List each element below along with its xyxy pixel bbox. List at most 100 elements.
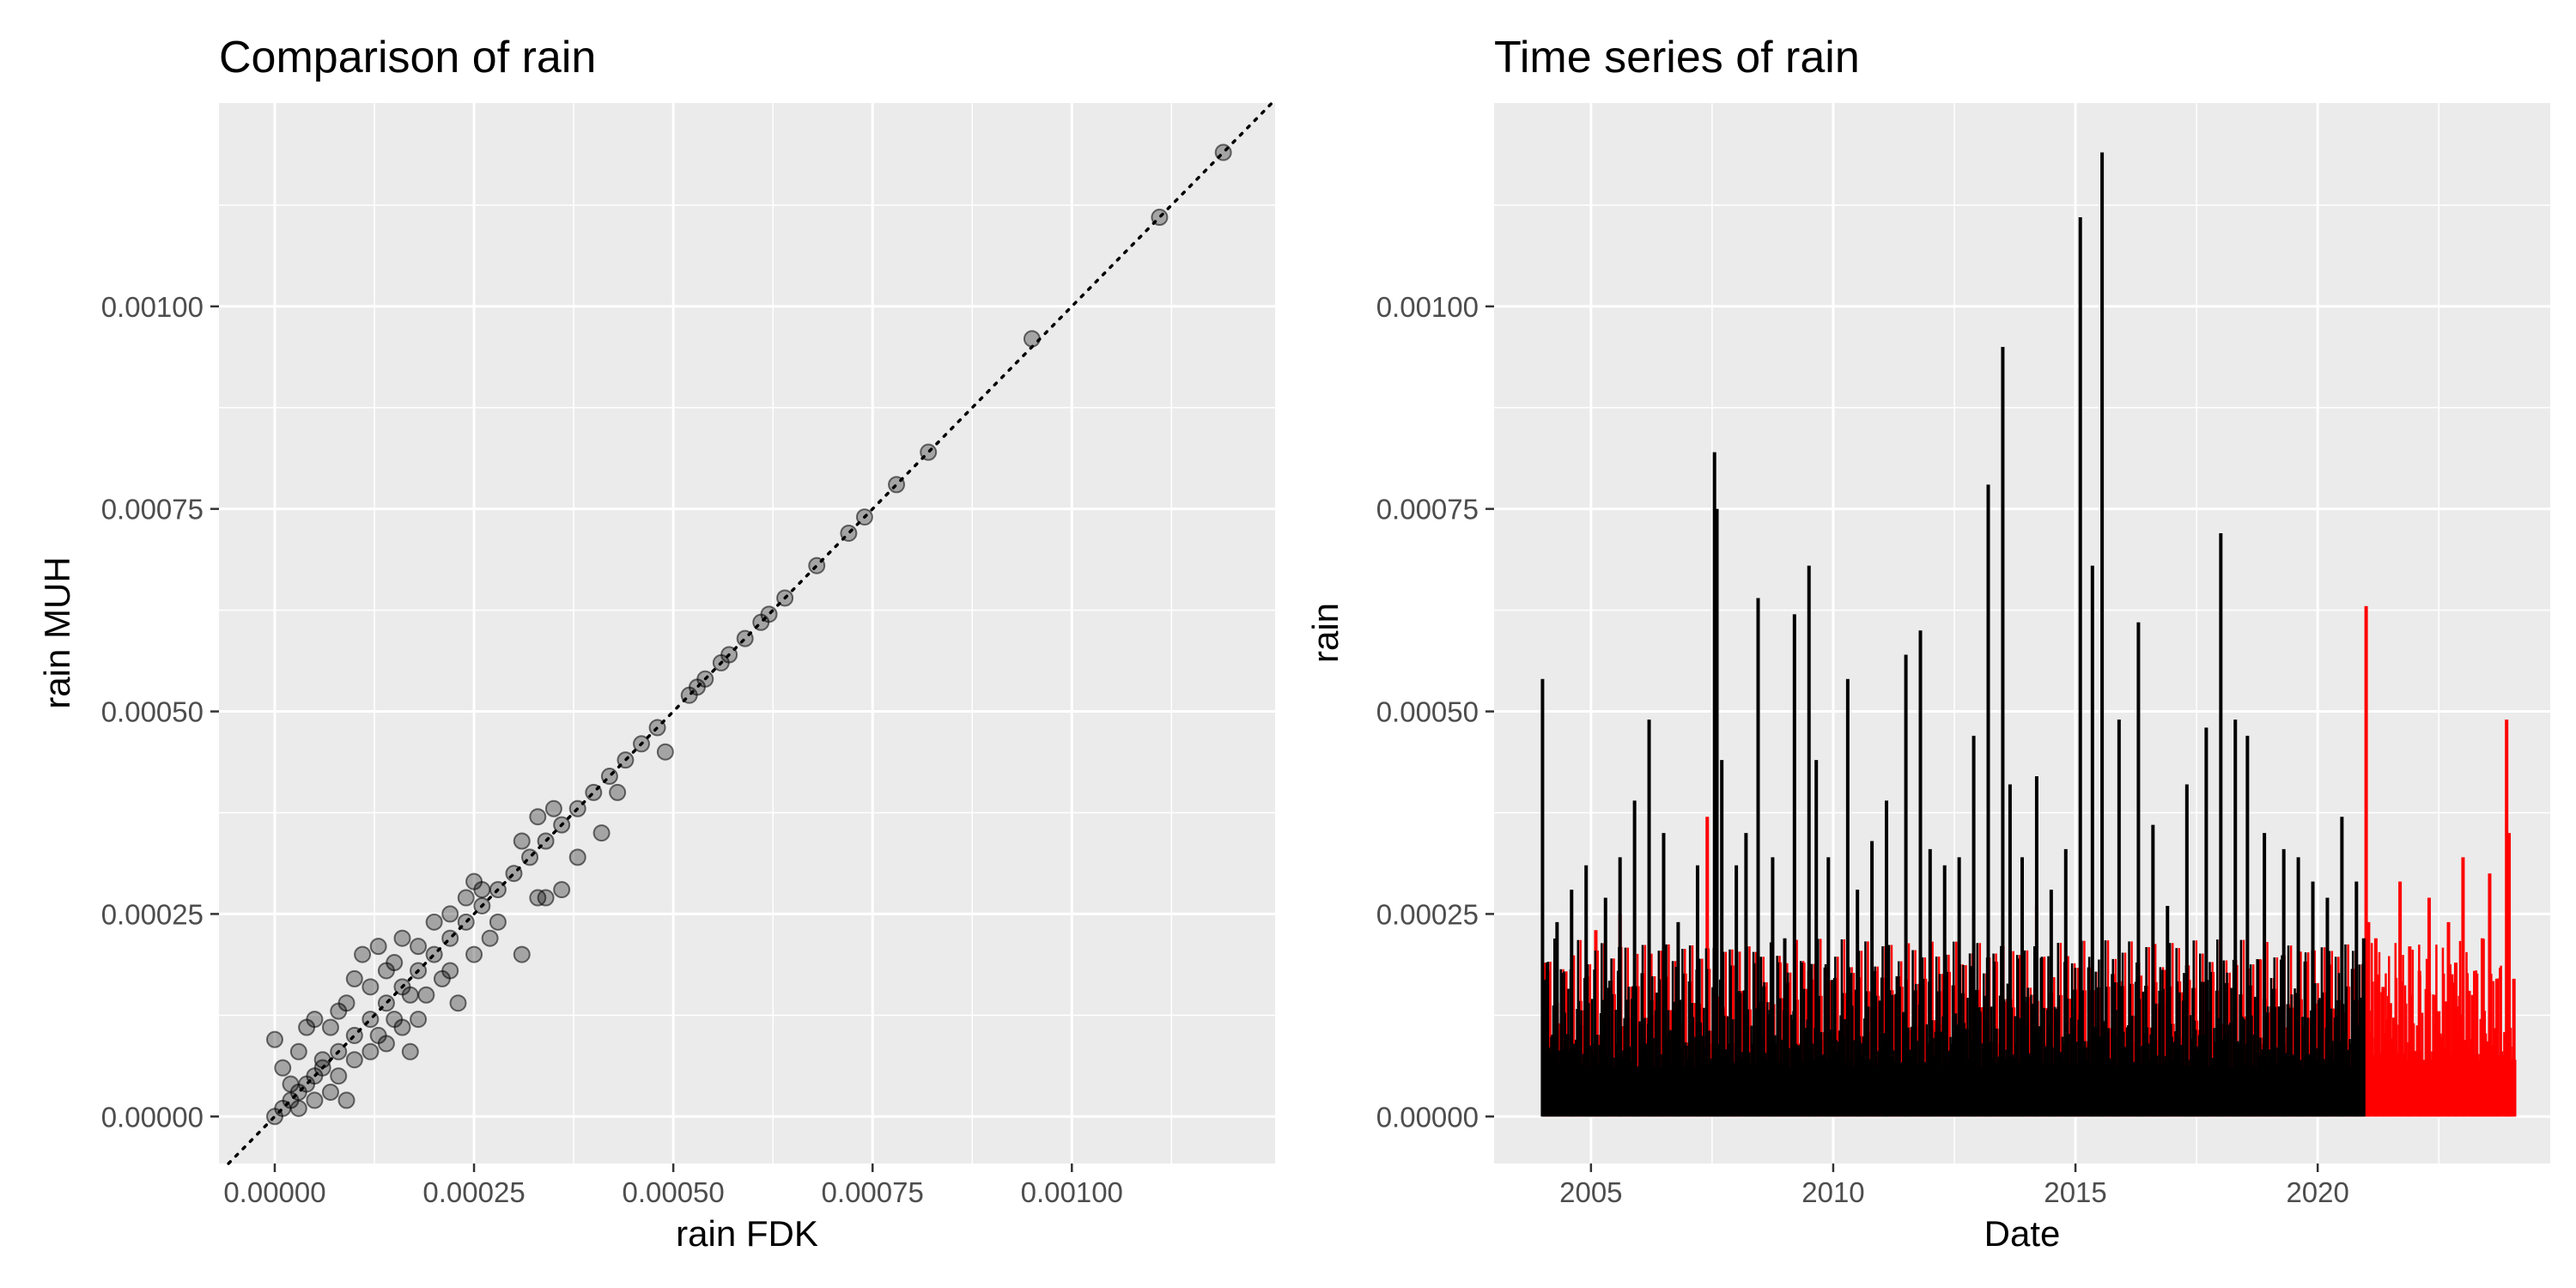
timeseries-y-tick-label: 0.00100 xyxy=(1376,291,1479,323)
scatter-point xyxy=(441,962,459,980)
scatter-point xyxy=(888,476,906,494)
timeseries-y-tick-label: 0.00050 xyxy=(1376,696,1479,728)
scatter-point xyxy=(736,629,754,647)
scatter-point xyxy=(377,994,395,1012)
scatter-point xyxy=(1151,209,1169,227)
scatter-gridlines xyxy=(219,103,1275,1163)
scatter-point xyxy=(648,719,666,737)
scatter-point xyxy=(529,808,547,826)
scatter-point xyxy=(489,913,507,931)
scatter-point xyxy=(282,1075,300,1093)
scatter-point xyxy=(289,1042,307,1060)
scatter-point xyxy=(393,929,411,947)
timeseries-x-axis-title: Date xyxy=(1984,1213,2061,1254)
scatter-point xyxy=(401,1042,419,1060)
scatter-point xyxy=(855,508,873,526)
scatter-point xyxy=(401,986,419,1004)
scatter-x-tick-label: 0.00100 xyxy=(1021,1176,1123,1208)
scatter-point xyxy=(289,1099,307,1117)
timeseries-y-tick-label: 0.00075 xyxy=(1376,494,1479,526)
scatter-point xyxy=(544,799,562,817)
scatter-point xyxy=(457,889,475,907)
scatter-point xyxy=(369,938,387,956)
scatter-point xyxy=(313,1051,331,1069)
scatter-point xyxy=(473,896,491,914)
scatter-point xyxy=(553,881,571,899)
scatter-point xyxy=(617,751,635,769)
scatter-point xyxy=(441,905,459,923)
timeseries-x-tick-label: 2010 xyxy=(1801,1176,1864,1208)
scatter-point xyxy=(537,889,555,907)
scatter-point xyxy=(337,994,355,1012)
scatter-point xyxy=(513,945,531,963)
scatter-point xyxy=(345,1051,363,1069)
scatter-point xyxy=(449,994,467,1012)
scatter-point xyxy=(553,816,571,834)
scatter-points xyxy=(265,143,1232,1126)
scatter-point xyxy=(609,783,627,801)
scatter-point xyxy=(425,913,443,931)
scatter-point xyxy=(330,1042,348,1060)
scatter-x-tick-label: 0.00050 xyxy=(622,1176,724,1208)
scatter-point xyxy=(386,954,404,972)
scatter-point xyxy=(330,1067,348,1085)
scatter-point xyxy=(410,938,428,956)
scatter-point xyxy=(457,913,475,931)
scatter-y-tick-label: 0.00075 xyxy=(101,494,204,526)
scatter-panel: 0.00000 0.00025 0.00050 0.00075 0.00100 0.000… xyxy=(37,33,1275,1254)
scatter-point xyxy=(1023,330,1041,348)
scatter-y-tick-label: 0.00025 xyxy=(101,898,204,930)
timeseries-panel: 2005 2010 2015 2020 0.00000 0.00025 0.00050 0.0… xyxy=(1305,33,2550,1254)
timeseries-y-axis-title: rain xyxy=(1305,603,1346,663)
scatter-point xyxy=(425,945,443,963)
scatter-point xyxy=(321,1018,339,1036)
scatter-point xyxy=(354,945,372,963)
scatter-point xyxy=(441,929,459,947)
scatter-point xyxy=(473,881,491,899)
scatter-x-tick-label: 0.00025 xyxy=(422,1176,525,1208)
scatter-point xyxy=(306,1091,324,1109)
scatter-point xyxy=(489,881,507,899)
scatter-point xyxy=(521,848,539,866)
scatter-point xyxy=(345,1026,363,1044)
scatter-x-tick-label: 0.00000 xyxy=(223,1176,325,1208)
scatter-point xyxy=(537,832,555,850)
timeseries-lines xyxy=(1540,152,2517,1117)
scatter-point xyxy=(656,743,674,761)
scatter-point xyxy=(585,783,603,801)
scatter-y-axis-title: rain MUH xyxy=(37,556,77,708)
timeseries-axis-ticks: 2005 2010 2015 2020 0.00000 0.00025 0.00050 0.0… xyxy=(1376,291,2349,1208)
scatter-point xyxy=(760,605,778,623)
scatter-y-tick-label: 0.00000 xyxy=(101,1101,204,1133)
scatter-y-tick-label: 0.00050 xyxy=(101,696,204,728)
scatter-point xyxy=(306,1011,324,1029)
timeseries-x-tick-label: 2020 xyxy=(2286,1176,2348,1208)
timeseries-x-tick-label: 2005 xyxy=(1559,1176,1622,1208)
scatter-point xyxy=(410,962,428,980)
scatter-point xyxy=(696,670,714,688)
scatter-point xyxy=(361,1011,380,1029)
scatter-point xyxy=(505,865,523,883)
scatter-point xyxy=(337,1091,355,1109)
scatter-point xyxy=(568,848,586,866)
timeseries-title: Time series of rain xyxy=(1494,33,1860,82)
scatter-point xyxy=(361,978,380,996)
scatter-point xyxy=(465,945,483,963)
scatter-point xyxy=(481,929,499,947)
scatter-point xyxy=(274,1059,292,1077)
scatter-point xyxy=(1214,143,1232,161)
scatter-point xyxy=(410,1011,428,1029)
scatter-point xyxy=(265,1030,283,1048)
scatter-point xyxy=(568,799,586,817)
scatter-point xyxy=(321,1083,339,1101)
scatter-point xyxy=(840,524,858,542)
scatter-point xyxy=(633,735,650,753)
scatter-point xyxy=(808,556,826,574)
scatter-point xyxy=(776,589,794,607)
scatter-axis-ticks: 0.00000 0.00025 0.00050 0.00075 0.00100 0.000… xyxy=(101,291,1123,1208)
scatter-point xyxy=(513,832,531,850)
scatter-point xyxy=(592,824,611,842)
scatter-point xyxy=(345,969,363,987)
scatter-point xyxy=(417,986,435,1004)
